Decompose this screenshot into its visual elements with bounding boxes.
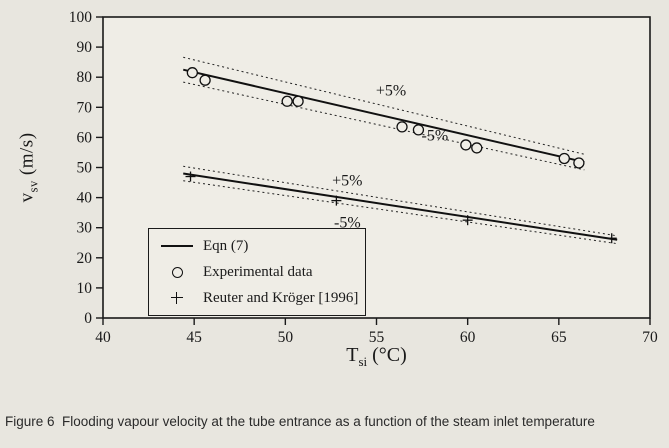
y-axis-label-text: vsv (m/s)	[17, 133, 42, 203]
circle-marker	[171, 266, 183, 278]
y-axis: 0 10 20 30 40 50 60 70 80 90 100	[69, 9, 103, 327]
percent-annotations: +5% -5% +5% -5%	[332, 82, 448, 231]
svg-text:70: 70	[77, 99, 93, 116]
line-marker	[161, 245, 193, 247]
svg-text:90: 90	[77, 39, 93, 56]
svg-text:-5%: -5%	[334, 215, 361, 232]
svg-text:55: 55	[369, 329, 385, 346]
svg-text:20: 20	[77, 250, 93, 267]
y-axis-label-unit: (m/s)	[16, 132, 38, 181]
eqn7-lines	[183, 68, 618, 241]
svg-text:100: 100	[69, 9, 93, 26]
svg-text:45: 45	[186, 329, 202, 346]
svg-text:+5%: +5%	[376, 82, 406, 99]
figure-caption: Figure 6 Flooding vapour velocity at the…	[5, 414, 595, 429]
legend-marker-cell	[159, 266, 195, 278]
flooding-velocity-chart: 40 45 50 55 60 65 70 0 10 20 30 40 50 60 70 80 90 100 +5% -…	[69, 9, 658, 346]
svg-text:30: 30	[77, 220, 93, 237]
plus-marker	[171, 292, 183, 304]
legend-marker-cell	[159, 245, 195, 247]
y-axis-label: vsv (m/s)	[8, 17, 50, 318]
y-axis-label-sub: sv	[26, 180, 41, 193]
y-axis-label-base: v	[16, 192, 38, 203]
svg-text:80: 80	[77, 69, 93, 86]
svg-text:40: 40	[95, 329, 111, 346]
svg-text:50: 50	[77, 160, 93, 177]
experimental-data-points	[186, 67, 585, 169]
svg-text:0: 0	[84, 310, 92, 327]
legend-item-eqn7: Eqn (7)	[159, 233, 355, 259]
legend-label: Reuter and Kröger [1996]	[203, 289, 359, 306]
tolerance-band-lines	[183, 56, 618, 245]
x-axis: 40 45 50 55 60 65 70	[95, 318, 658, 346]
legend-marker-cell	[159, 292, 195, 304]
x-axis-label-base: T	[346, 344, 359, 366]
x-axis-label-unit: (°C)	[367, 344, 407, 366]
legend-item-reuter-kroger: Reuter and Kröger [1996]	[159, 285, 359, 311]
legend-label: Eqn (7)	[203, 237, 249, 254]
svg-text:70: 70	[642, 329, 658, 346]
x-axis-label: Tsi (°C)	[103, 344, 650, 370]
legend: Eqn (7) Experimental data Reuter and Krö…	[148, 228, 366, 316]
reuter-kroger-points	[185, 171, 617, 244]
legend-item-experimental-data: Experimental data	[159, 259, 355, 285]
svg-text:65: 65	[551, 329, 567, 346]
svg-text:+5%: +5%	[332, 173, 362, 190]
svg-text:60: 60	[77, 129, 93, 146]
svg-text:-5%: -5%	[422, 127, 449, 144]
legend-label: Experimental data	[203, 263, 313, 280]
svg-text:60: 60	[460, 329, 476, 346]
x-axis-label-sub: si	[358, 354, 368, 369]
svg-text:40: 40	[77, 190, 93, 207]
svg-text:10: 10	[77, 280, 93, 297]
svg-text:50: 50	[278, 329, 294, 346]
